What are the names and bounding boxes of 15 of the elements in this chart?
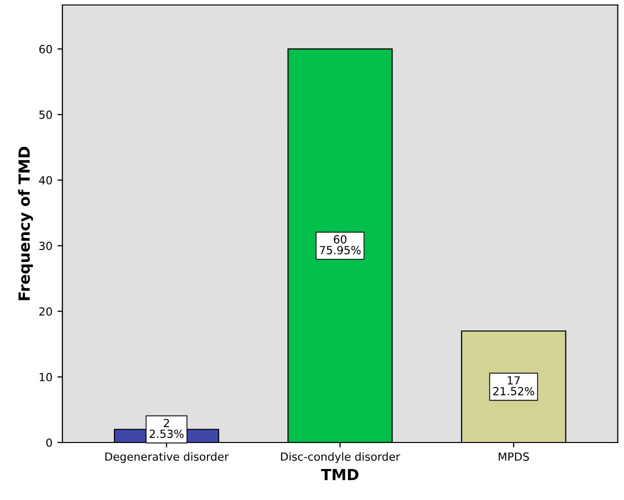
x-tick-label: Disc-condyle disorder <box>281 452 400 463</box>
y-tick-label: 0 <box>46 438 52 447</box>
y-tick-label: 40 <box>39 176 52 185</box>
data-label: 60 75.95% <box>320 235 361 254</box>
y-tick-label: 10 <box>40 372 52 382</box>
data-label: 2 2.53% <box>150 418 184 438</box>
data-label: 17 21.52% <box>493 376 534 396</box>
x-tick-label: Degenerative disorder <box>105 452 229 463</box>
y-tick-label: 50 <box>39 110 52 119</box>
x-tick-label: MPDS <box>498 452 529 461</box>
x-axis-title: TMD <box>321 469 358 480</box>
y-axis-title: Frequency of TMD <box>18 146 33 300</box>
y-tick-label: 30 <box>39 242 52 250</box>
y-tick-label: 60 <box>39 44 52 54</box>
y-tick-label: 20 <box>39 307 52 316</box>
